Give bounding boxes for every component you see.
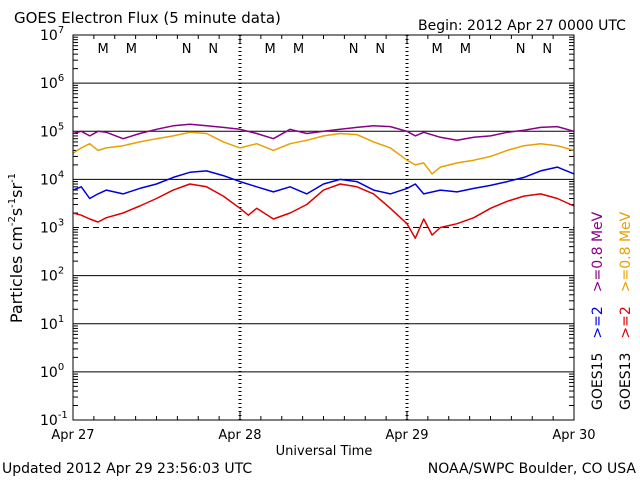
- x-axis-label: Universal Time: [276, 444, 373, 459]
- marker-m: M: [431, 42, 442, 57]
- x-axis-tick-labels: Apr 27 Apr 28 Apr 29 Apr 30: [51, 428, 595, 443]
- series-line-0: [72, 123, 575, 142]
- y-tick-label: 103: [40, 218, 64, 237]
- y-tick-label: 100: [40, 362, 64, 381]
- legend: GOES15>=2>=0.8 MeV GOES13>=2>=0.8 MeV: [590, 211, 634, 410]
- series-line-2: [72, 166, 575, 200]
- marker-m: M: [126, 42, 137, 57]
- y-tick-label: 102: [40, 266, 64, 285]
- series-line-3: [72, 183, 575, 239]
- x-tick-label: Apr 30: [552, 428, 595, 443]
- marker-m: M: [97, 42, 108, 57]
- y-tick-label: 10-1: [40, 410, 68, 429]
- marker-n: N: [375, 42, 385, 57]
- y-tick-label: 105: [40, 121, 64, 140]
- x-tick-label: Apr 28: [218, 428, 261, 443]
- y-tick-label: 104: [40, 169, 64, 188]
- legend-entry-goes15: GOES15>=2>=0.8 MeV: [590, 211, 606, 410]
- marker-n: N: [208, 42, 218, 57]
- updated-timestamp: Updated 2012 Apr 29 23:56:03 UTC: [2, 461, 252, 477]
- plot-frame: [72, 34, 575, 421]
- marker-m: M: [264, 42, 275, 57]
- y-axis-tick-labels: 10-1 100 101 102 103 104 105 106 107: [40, 25, 68, 429]
- marker-n: N: [516, 42, 526, 57]
- marker-n: N: [182, 42, 192, 57]
- y-tick-label: 101: [40, 314, 64, 333]
- begin-time: Begin: 2012 Apr 27 0000 UTC: [418, 18, 626, 34]
- series-line-1: [72, 131, 575, 175]
- y-axis-label: Particles cm-2s-1sr-1: [7, 173, 26, 323]
- legend-entry-goes13: GOES13>=2>=0.8 MeV: [618, 211, 634, 410]
- x-tick-label: Apr 29: [385, 428, 428, 443]
- marker-n: N: [349, 42, 359, 57]
- marker-n: N: [542, 42, 552, 57]
- legend-text: GOES13>=2>=0.8 MeV: [618, 211, 634, 410]
- y-axis-label-base: Particles cm: [7, 226, 26, 323]
- y-tick-label: 107: [40, 25, 64, 44]
- marker-m: M: [293, 42, 304, 57]
- legend-satellite: GOES15: [590, 353, 606, 410]
- source-credit: NOAA/SWPC Boulder, CO USA: [428, 461, 637, 477]
- legend-text: GOES15>=2>=0.8 MeV: [590, 211, 606, 410]
- svg-text:Particles cm-2s-1sr-1: Particles cm-2s-1sr-1: [7, 173, 26, 323]
- chart-title: GOES Electron Flux (5 minute data): [14, 9, 281, 27]
- plot-area: [72, 34, 575, 421]
- x-tick-label: Apr 27: [51, 428, 94, 443]
- legend-satellite: GOES13: [618, 353, 634, 410]
- marker-m: M: [460, 42, 471, 57]
- y-tick-label: 106: [40, 73, 64, 92]
